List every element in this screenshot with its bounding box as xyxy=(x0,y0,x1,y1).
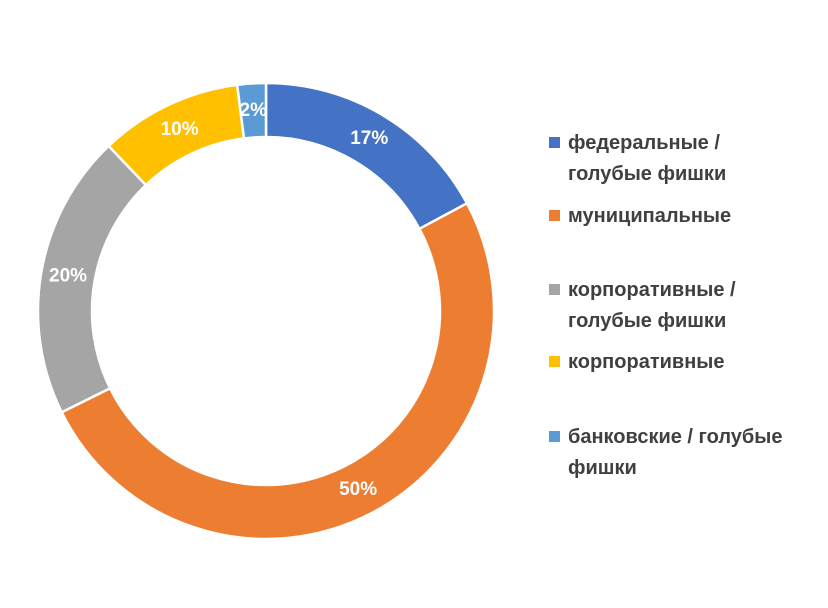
data-label-5: 2% xyxy=(240,100,268,121)
legend-label-2-line-1: муниципальные xyxy=(568,205,731,227)
legend-label-3-line-2: голубые фишки xyxy=(568,310,726,332)
legend-entry-2: муниципальные xyxy=(549,205,731,227)
data-label-3: 20% xyxy=(49,266,87,287)
legend-label-3-line-1: корпоративные / xyxy=(568,279,736,301)
data-label-1: 17% xyxy=(350,128,388,149)
legend-swatch-4 xyxy=(549,356,560,367)
legend-swatch-3 xyxy=(549,284,560,295)
donut-data-labels: 17% 50% 20% 10% 2% xyxy=(49,100,388,500)
legend-entry-3: корпоративные / голубые фишки xyxy=(549,279,736,332)
legend-label-5-line-2: фишки xyxy=(568,457,637,479)
legend-entry-1: федеральные / голубые фишки xyxy=(549,132,726,185)
legend-entry-5: банковские / голубые фишки xyxy=(549,426,782,479)
donut-slice-2 xyxy=(60,201,496,541)
data-label-4: 10% xyxy=(161,119,199,140)
donut-slices xyxy=(36,81,496,541)
legend: федеральные / голубые фишки муниципальные к… xyxy=(549,132,782,479)
legend-label-4-line-1: корпоративные xyxy=(568,351,724,373)
legend-label-1-line-2: голубые фишки xyxy=(568,163,726,185)
legend-label-5-line-1: банковские / голубые xyxy=(568,426,782,448)
data-label-2: 50% xyxy=(339,479,377,500)
donut-slice-1 xyxy=(264,81,469,231)
legend-entry-4: корпоративные xyxy=(549,351,724,373)
legend-swatch-1 xyxy=(549,137,560,148)
legend-swatch-2 xyxy=(549,210,560,221)
donut-slice-5 xyxy=(235,81,268,140)
legend-label-1-line-1: федеральные / xyxy=(568,132,720,154)
legend-swatch-5 xyxy=(549,431,560,442)
